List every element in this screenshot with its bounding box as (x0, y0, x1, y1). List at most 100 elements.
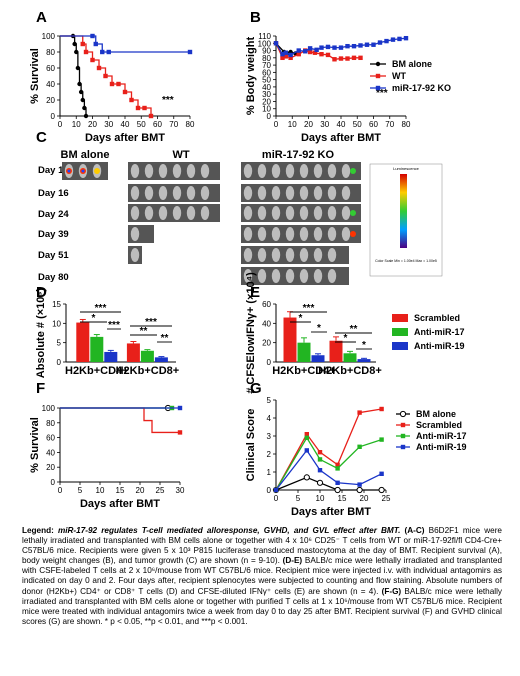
data-point (296, 48, 301, 53)
row-label-day-16: Day 16 (38, 188, 69, 199)
y-tick-label: 110 (258, 32, 271, 41)
series-wt (60, 35, 154, 119)
x-tick-label: 5 (296, 494, 301, 503)
mouse-silhouette (257, 227, 267, 241)
panel-a-survival-chart: 0 10 20 30 40 50 60 70 80 0 20 40 60 80 100 Days after … (29, 32, 195, 144)
x-tick-label: 60 (369, 120, 378, 129)
bar (104, 351, 118, 362)
mouse-silhouette (257, 206, 267, 220)
y-tick-label: 0 (267, 486, 272, 495)
mouse-silhouette (313, 186, 323, 200)
legend-label: miR-17-92 KO (392, 83, 451, 93)
data-point (280, 55, 285, 61)
figure-legend-text: Legend: miR-17-92 regulates T-cell media… (22, 526, 502, 627)
mouse-silhouette (341, 206, 351, 220)
data-point (338, 45, 344, 50)
data-point (273, 487, 279, 493)
mouse-silhouette (130, 227, 140, 241)
mouse-silhouette (144, 186, 154, 200)
data-point (358, 43, 363, 48)
legend-swatch (392, 342, 408, 350)
data-point (280, 51, 285, 57)
y-tick-label: 80 (46, 48, 55, 57)
legend-ac: (A-C) (404, 526, 425, 535)
legend-paragraph-3: BALB/c mice were lethally irradiated and… (22, 586, 502, 626)
data-point (390, 37, 396, 42)
tile-wt-day39 (128, 225, 154, 243)
row-label-day-51: Day 51 (38, 250, 69, 261)
data-point (357, 410, 362, 415)
x-axis-label: Days after BMT (291, 506, 371, 518)
significance-label: * (317, 323, 321, 334)
significance-label: *** (95, 303, 107, 314)
data-point (80, 41, 85, 47)
mouse-silhouette (257, 164, 267, 178)
tile-wt-day11 (128, 162, 220, 180)
data-point (357, 482, 362, 487)
data-point (345, 43, 350, 49)
mouse-silhouette (285, 248, 295, 262)
mouse-silhouette (257, 269, 267, 283)
y-axis-label: Clinical Score (245, 409, 257, 482)
panel-label-e: E (250, 284, 260, 301)
bar (297, 342, 311, 362)
data-point (103, 73, 108, 79)
data-point (397, 36, 402, 42)
bar (154, 357, 168, 362)
mouse-silhouette (271, 164, 281, 178)
legend-heading: Legend: (22, 526, 54, 535)
mouse-silhouette (158, 164, 168, 178)
y-tick-label: 80 (262, 54, 271, 63)
panel-label-d: D (36, 284, 47, 301)
x-tick-label: 50 (137, 120, 146, 129)
y-tick-label: 3 (267, 432, 272, 441)
x-category-label: H2Kb+CD8+ (318, 365, 382, 377)
series-anti-mir-19 (60, 405, 183, 411)
mouse-silhouette (285, 269, 295, 283)
data-point (187, 49, 193, 55)
panel-label-f: F (36, 380, 45, 397)
legend-marker (375, 85, 381, 91)
legend-swatch (392, 314, 408, 322)
data-point (325, 44, 331, 50)
mouse-silhouette (313, 227, 323, 241)
data-point (304, 448, 309, 453)
data-point (356, 486, 363, 494)
x-tick-label: 5 (78, 486, 83, 495)
data-point (351, 43, 357, 49)
mouse-silhouette (299, 248, 309, 262)
y-tick-label: 0 (57, 358, 62, 367)
series-line (275, 408, 382, 491)
significance-label: * (299, 313, 303, 324)
data-point (319, 45, 324, 50)
data-point (307, 49, 313, 55)
series-line (275, 449, 382, 491)
data-point (319, 51, 324, 57)
row-label-day-11: Day 11 (38, 165, 69, 176)
x-tick-label: 15 (338, 494, 347, 503)
data-point (358, 55, 363, 61)
legend-marker (399, 410, 407, 418)
panel-de-legend: Scrambled Anti-miR-17 Anti-miR-19 (392, 313, 465, 351)
mouse-silhouette (299, 186, 309, 200)
x-tick-label: 20 (304, 120, 313, 129)
mouse-silhouette (299, 206, 309, 220)
data-point (177, 430, 183, 435)
y-tick-label: 60 (46, 64, 55, 73)
data-point (335, 480, 340, 485)
data-point (317, 457, 323, 462)
bar (283, 317, 297, 362)
mouse-silhouette (299, 269, 309, 283)
mouse-silhouette (271, 227, 281, 241)
y-tick-label: 40 (262, 319, 271, 328)
mouse-silhouette (144, 206, 154, 220)
mouse-silhouette (299, 164, 309, 178)
mouse-silhouette (158, 206, 168, 220)
data-point (122, 89, 128, 95)
data-point (80, 97, 85, 103)
y-axis-label: % Survival (29, 48, 41, 104)
legend-label: Anti-miR-19 (414, 341, 465, 351)
data-point (304, 435, 309, 440)
series-scrambled (273, 406, 384, 493)
panel-g-clinical-score-chart: 0 5 10 15 20 25 0 1 2 3 4 5 Days after BMT Clinical S… (245, 396, 391, 518)
